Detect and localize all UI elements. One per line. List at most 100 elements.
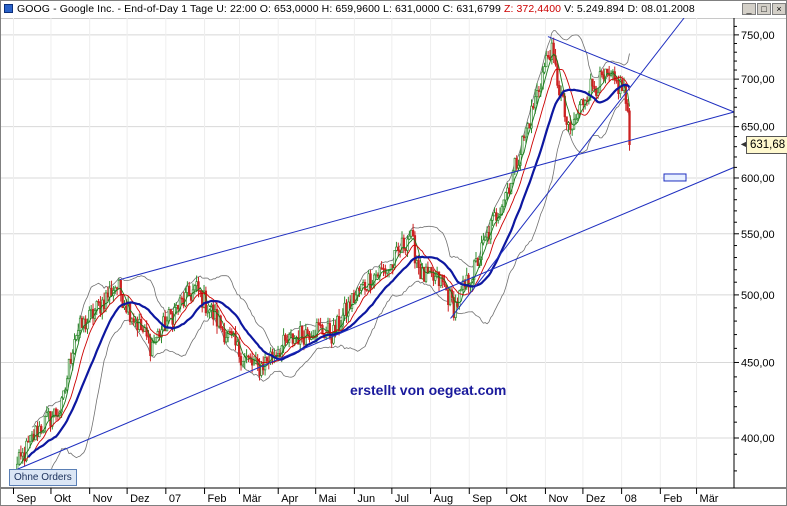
candle-body — [123, 305, 126, 309]
candle-body — [119, 279, 122, 296]
candle-body — [393, 250, 396, 268]
candle-body — [154, 337, 158, 343]
candle-body — [321, 325, 324, 335]
candle-body — [545, 55, 548, 67]
candle-body — [402, 237, 405, 249]
candle-body — [65, 378, 69, 391]
candle-body — [506, 187, 509, 193]
x-tick-label: Okt — [54, 493, 71, 505]
candle-body — [330, 337, 333, 344]
candle-body — [225, 337, 228, 343]
y-tick-label: 700,00 — [741, 74, 775, 86]
candle-body — [45, 412, 48, 417]
candle-body — [215, 309, 219, 327]
candle-body — [615, 79, 618, 82]
candle-body — [263, 357, 267, 371]
candle-body — [591, 78, 594, 87]
orders-toggle-button[interactable]: Ohne Orders — [9, 469, 77, 486]
x-tick-label: Jun — [357, 493, 375, 505]
candle-body — [69, 358, 72, 364]
candle-body — [186, 285, 189, 293]
candle-body — [565, 116, 568, 125]
candle-body — [149, 336, 152, 357]
candle-body — [489, 219, 492, 240]
price-chart[interactable]: 400,00 450,00 500,00 550,00 600,00 650,00 700,… — [1, 18, 786, 505]
x-tick-label: 07 — [169, 493, 181, 505]
candle-body — [223, 329, 226, 343]
quote-field: - End-of-Day 1 Tage — [114, 3, 214, 15]
candle-body — [167, 309, 171, 322]
candle-body — [454, 301, 457, 318]
last-price-marker-icon: ◄ — [739, 139, 748, 149]
x-tick-label: Feb — [208, 493, 227, 505]
candle-body — [25, 440, 28, 461]
last-price-label: 631,68 — [746, 136, 787, 154]
candle-body — [88, 310, 91, 323]
candle-body — [134, 321, 137, 324]
y-tick-label: 650,00 — [741, 122, 775, 134]
candle-body — [360, 284, 363, 291]
candle-body — [169, 309, 172, 314]
candle-body — [176, 304, 180, 310]
candle-body — [19, 452, 23, 457]
candle-body — [569, 122, 572, 130]
y-tick-label: 400,00 — [741, 433, 775, 445]
candle-body — [236, 341, 239, 346]
candle-body — [356, 287, 359, 296]
candle-body — [395, 246, 398, 251]
x-tick-label: Apr — [281, 493, 298, 505]
title-bar: GOOG - Google Inc. - End-of-Day 1 Tage U… — [1, 1, 786, 19]
candle-body — [141, 329, 145, 332]
minimize-button[interactable]: _ — [742, 3, 756, 15]
candle-body — [108, 287, 111, 298]
candle-body — [460, 288, 463, 292]
candle-body — [90, 308, 93, 311]
candle-body — [526, 123, 529, 129]
candle-body — [206, 311, 209, 314]
candle-body — [343, 302, 346, 316]
candle-body — [138, 319, 141, 330]
candle-body — [125, 305, 128, 313]
candle-body — [580, 99, 583, 106]
candle-body — [628, 110, 631, 146]
candle-body — [369, 273, 372, 289]
moving-averages — [18, 53, 631, 466]
x-tick-label: Feb — [663, 493, 682, 505]
candle-body — [576, 113, 579, 119]
candle-body — [606, 68, 609, 74]
candle-body — [78, 317, 82, 331]
x-tick-label: Sep — [16, 493, 36, 505]
candle-body — [535, 90, 539, 98]
x-tick-label: Dez — [130, 493, 150, 505]
quote-field: C: 631,6799 — [439, 3, 501, 15]
candle-body — [228, 331, 232, 333]
maximize-button[interactable]: □ — [757, 3, 771, 15]
candle-body — [284, 334, 287, 341]
x-tick-label: Dez — [586, 493, 606, 505]
candle-body — [567, 122, 570, 125]
candle-body — [191, 289, 195, 301]
candle-body — [389, 264, 393, 270]
candle-body — [121, 294, 124, 309]
candle-body — [258, 364, 261, 376]
trendlines — [13, 18, 735, 472]
candle-body — [502, 199, 505, 207]
candle-body — [289, 333, 293, 336]
x-tick-label: Mai — [319, 493, 337, 505]
close-button[interactable]: × — [772, 3, 786, 15]
trendline-lower-long — [13, 166, 735, 472]
quote-field: D: 08.01.2008 — [624, 3, 695, 15]
candle-body — [582, 99, 585, 106]
candle-body — [598, 71, 602, 93]
candle-body — [521, 136, 524, 155]
candle-body — [419, 267, 422, 280]
quote-info: GOOG - Google Inc. - End-of-Day 1 Tage U… — [17, 3, 695, 15]
candle-body — [47, 411, 50, 414]
y-axis: 400,00 450,00 500,00 550,00 600,00 650,00 700,… — [733, 18, 775, 488]
candle-body — [43, 415, 47, 432]
candle-body — [30, 433, 34, 436]
candle-body — [504, 192, 507, 201]
trendline-steep-up — [450, 18, 685, 319]
candle-body — [543, 66, 546, 73]
